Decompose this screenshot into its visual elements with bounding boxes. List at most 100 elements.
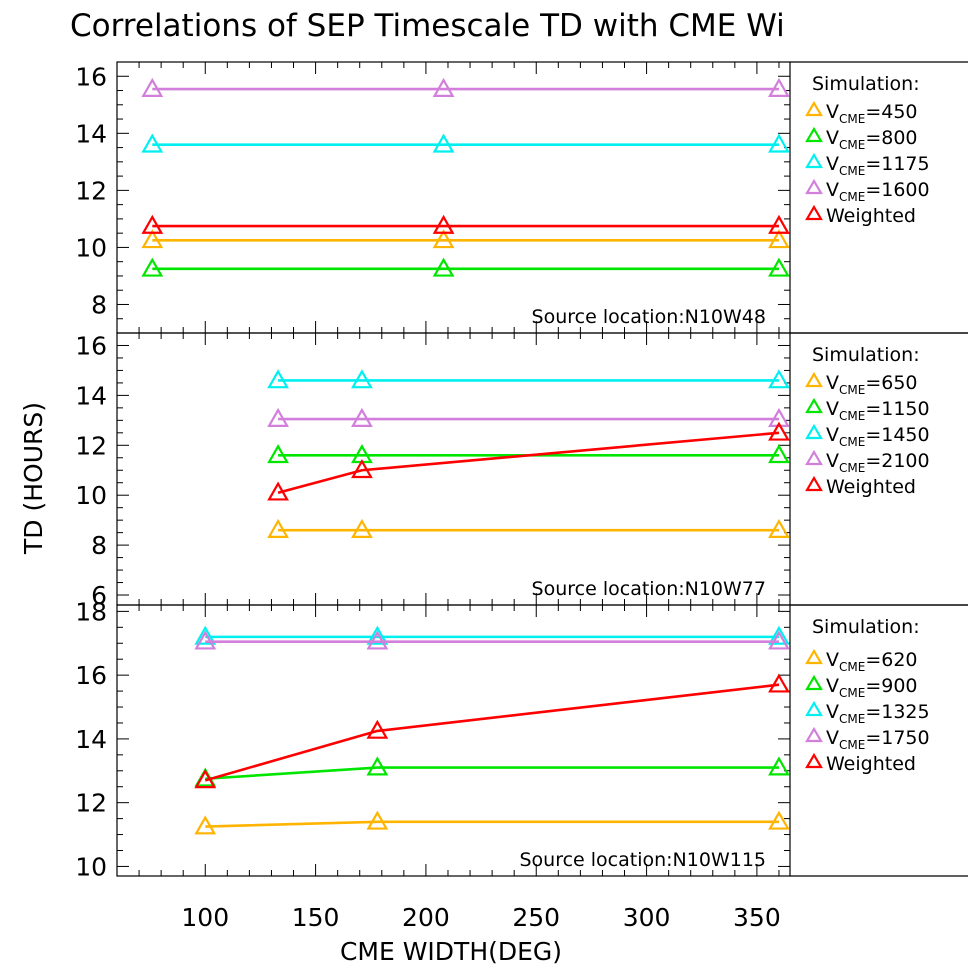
series-weighted: [194, 673, 790, 789]
legend: Simulation: VCME=450VCME=800VCME=1175VCME…: [805, 73, 930, 227]
series-marker: [366, 756, 389, 776]
legend-title: Simulation:: [812, 616, 920, 638]
series-marker: [351, 407, 373, 427]
series-line: [204, 683, 780, 782]
series-marker: [768, 421, 790, 441]
series-marker: [194, 625, 217, 645]
series-marker: [141, 77, 164, 97]
legend-marker: [805, 475, 823, 492]
legend-marker: [805, 700, 823, 717]
y-tick-label: 8: [91, 531, 107, 560]
legend-marker: [805, 648, 823, 665]
legend-marker: [805, 126, 823, 143]
series-marker: [351, 518, 373, 538]
legend: Simulation: VCME=620VCME=900VCME=1325VCME…: [805, 616, 930, 775]
legend-title: Simulation:: [812, 73, 920, 95]
legend-label: Weighted: [826, 476, 916, 498]
y-tick-label: 10: [75, 481, 107, 510]
legend-marker: [805, 726, 823, 743]
legend-marker: [805, 423, 823, 440]
legend-marker: [805, 397, 823, 414]
legend-marker: [805, 674, 823, 691]
legend-marker: [805, 152, 823, 169]
series-marker: [432, 257, 455, 277]
series-vcme-900: [194, 756, 790, 787]
y-tick-label: 10: [75, 852, 107, 881]
plot-frame: [116, 332, 791, 606]
legend-item: VCME=1175: [805, 152, 930, 178]
series-vcme-1600: [141, 77, 790, 97]
legend-label: Weighted: [826, 205, 916, 227]
y-axis-label: TD (HOURS): [19, 402, 48, 555]
series-vcme-1325: [194, 625, 790, 645]
y-tick-label: 16: [75, 661, 107, 690]
legend-item: Weighted: [805, 475, 916, 498]
series-marker: [768, 630, 790, 650]
legend-label: VCME=900: [826, 675, 918, 700]
series-vcme-1450: [267, 369, 790, 389]
legend-label: VCME=1600: [826, 179, 930, 204]
legend-item: VCME=1450: [805, 423, 930, 449]
series-marker: [267, 518, 289, 538]
series-vcme-1750: [194, 630, 790, 650]
plot-frame: [116, 61, 791, 334]
series-marker: [194, 769, 217, 789]
series-marker: [366, 630, 389, 650]
legend-item: VCME=1150: [805, 397, 930, 423]
legend-label: VCME=620: [826, 649, 918, 674]
x-tick-label: 200: [402, 903, 450, 932]
x-tick-label: 300: [623, 903, 671, 932]
series-marker: [351, 459, 373, 479]
series-vcme-620: [194, 810, 790, 835]
legend-item: VCME=1325: [805, 700, 930, 726]
legend-item: Weighted: [805, 204, 916, 227]
y-tick-label: 10: [75, 233, 107, 262]
y-tick-label: 14: [75, 381, 107, 410]
legend-item: VCME=1750: [805, 726, 930, 752]
y-tick-label: 12: [75, 176, 107, 205]
series-marker: [768, 369, 790, 389]
series-marker: [194, 815, 217, 835]
series-marker: [267, 369, 289, 389]
y-tick-label: 14: [75, 119, 107, 148]
series-marker: [768, 229, 790, 249]
series-marker: [141, 133, 164, 153]
series-marker: [768, 257, 790, 277]
y-tick-label: 12: [75, 789, 107, 818]
series-marker: [768, 673, 790, 693]
legend-label: VCME=1750: [826, 727, 930, 752]
series-vcme-650: [267, 518, 790, 538]
series-marker: [194, 630, 217, 650]
series-marker: [768, 77, 790, 97]
series-marker: [267, 444, 289, 464]
series-line: [277, 431, 780, 494]
legend-label: VCME=2100: [826, 450, 930, 475]
legend-label: VCME=1325: [826, 701, 930, 726]
series-marker: [432, 214, 455, 234]
y-tick-label: 12: [75, 431, 107, 460]
series-vcme-2100: [267, 407, 790, 427]
series-marker: [141, 214, 164, 234]
series-marker: [267, 407, 289, 427]
legend: Simulation: VCME=650VCME=1150VCME=1450VCM…: [805, 344, 930, 498]
chart-title: Correlations of SEP Timescale TD with CM…: [70, 8, 785, 44]
legend-item: Weighted: [805, 752, 916, 775]
source-location-label: Source location:N10W77: [532, 578, 766, 600]
series-line: [205, 820, 779, 828]
legend-label: VCME=1450: [826, 424, 930, 449]
series-marker: [366, 719, 389, 739]
series-vcme-450: [141, 229, 790, 249]
x-tick-label: 100: [181, 903, 229, 932]
y-tick-label: 6: [91, 581, 107, 610]
legend-marker: [805, 100, 823, 117]
series-marker: [768, 133, 790, 153]
series-weighted: [267, 421, 790, 501]
plot-frame: [116, 604, 791, 877]
legend-marker: [805, 752, 823, 769]
series-marker: [432, 229, 455, 249]
x-tick-label: 250: [512, 903, 560, 932]
series-line: [205, 766, 779, 781]
legend-item: VCME=2100: [805, 449, 930, 475]
y-tick-label: 16: [75, 331, 107, 360]
